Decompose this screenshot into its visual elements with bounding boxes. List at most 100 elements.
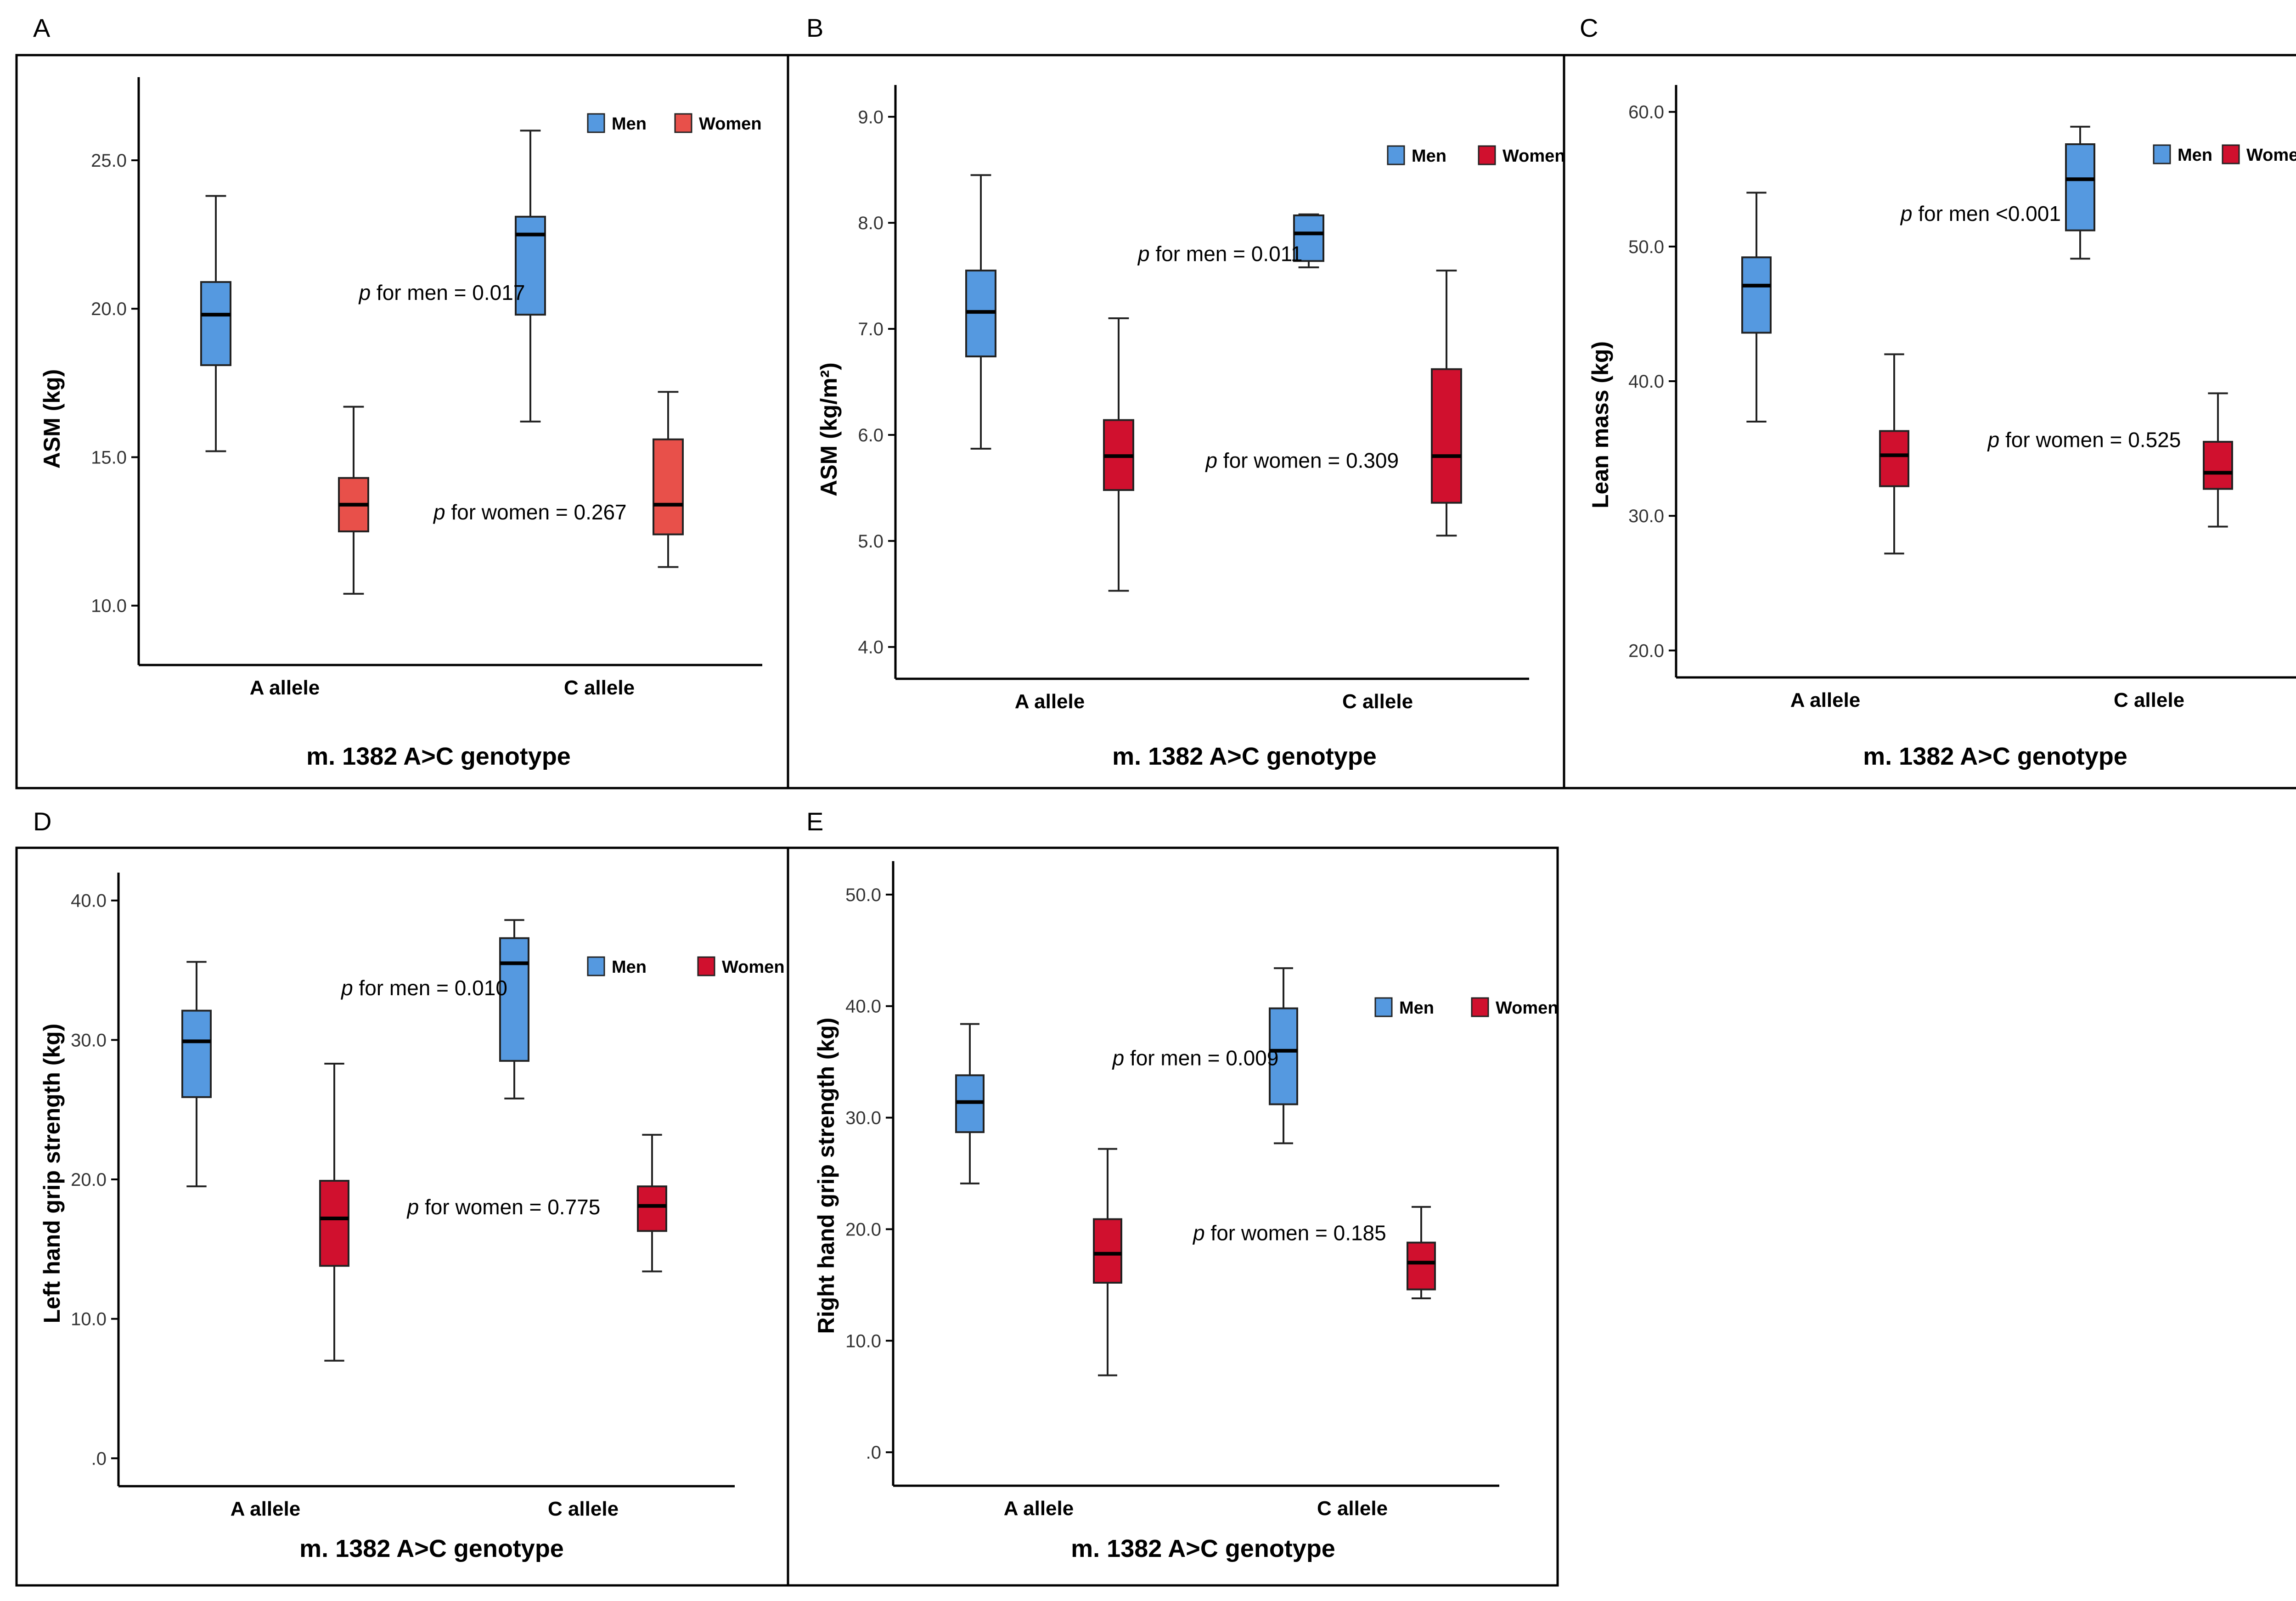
- chart-panel-a: A 10.0 15.0 20.0 25.0 A allele C allele m. 1382…: [33, 13, 762, 770]
- p-value-annotation: p for women = 0.525: [1987, 428, 2181, 452]
- p-value-annotation: p for women = 0.309: [1204, 449, 1399, 473]
- panel-letter: A: [33, 13, 51, 42]
- y-tick-label: 4.0: [858, 637, 884, 658]
- x-category-label: C allele: [1317, 1497, 1388, 1520]
- y-axis-title: Right hand grip strength (kg): [813, 1018, 839, 1334]
- iqr-box: [1431, 368, 1462, 504]
- iqr-box: [200, 281, 231, 366]
- panel-letter: E: [806, 807, 823, 836]
- x-category-label: A allele: [1004, 1497, 1074, 1520]
- iqr-box: [653, 438, 684, 536]
- y-tick-label: 6.0: [858, 425, 884, 445]
- legend-label-women: Women: [722, 958, 785, 977]
- y-tick-label: 20.0: [845, 1219, 881, 1240]
- legend-swatch-women: [674, 113, 692, 133]
- chart-panel-c: C 20.0 30.0 40.0 50.0 60.0 A allele C allele m. …: [1580, 13, 2296, 770]
- x-axis-title: m. 1382 A>C genotype: [1071, 1535, 1335, 1562]
- y-tick-label: 30.0: [1628, 506, 1664, 526]
- panel-letter: B: [806, 13, 823, 42]
- p-value-annotation: p for women = 0.775: [406, 1195, 601, 1219]
- boxplot-women-c-allele: [2203, 392, 2233, 528]
- y-tick-label: 7.0: [858, 319, 884, 339]
- iqr-box: [1293, 214, 1324, 262]
- y-axis-title: Lean mass (kg): [1587, 341, 1613, 508]
- p-value-annotation: p for men = 0.009: [1112, 1046, 1279, 1070]
- p-value-annotation: p for women = 0.185: [1192, 1221, 1386, 1245]
- p-symbol: p: [1192, 1221, 1205, 1245]
- legend-swatch-men: [2153, 144, 2171, 164]
- legend-swatch-men: [1387, 145, 1405, 165]
- legend-swatch-women: [1478, 145, 1496, 165]
- y-tick-label: .0: [866, 1443, 881, 1463]
- x-category-label: C allele: [548, 1498, 619, 1520]
- y-axis-title: ASM (kg/m²): [816, 362, 842, 496]
- y-tick-label: 25.0: [91, 151, 127, 171]
- boxplot-men-a-allele: [955, 1023, 985, 1184]
- iqr-box: [637, 1185, 667, 1232]
- iqr-box: [1407, 1241, 1436, 1291]
- iqr-box: [319, 1180, 349, 1267]
- p-symbol: p: [1900, 202, 1913, 225]
- boxplot-men-c-allele: [1293, 213, 1324, 269]
- p-value-text: for men <0.001: [1912, 202, 2060, 225]
- chart-panel-b: B 4.0 5.0 6.0 7.0 8.0 9.0 A allele C allele m. 13…: [806, 13, 1565, 770]
- legend-label-women: Women: [2246, 146, 2296, 165]
- boxplot-women-a-allele: [1103, 317, 1134, 592]
- legend-label-women: Women: [1503, 147, 1565, 166]
- p-symbol: p: [1987, 428, 2000, 452]
- iqr-box: [1879, 430, 1909, 487]
- iqr-box: [1093, 1218, 1122, 1284]
- legend-label-men: Men: [612, 958, 647, 977]
- panel-letter: D: [33, 807, 51, 836]
- x-category-label: A allele: [1790, 689, 1860, 711]
- p-symbol: p: [358, 281, 371, 304]
- p-value-annotation: p for men = 0.010: [340, 976, 507, 1000]
- y-tick-label: 60.0: [1628, 102, 1664, 123]
- boxplot-men-a-allele: [965, 174, 996, 450]
- y-tick-label: 30.0: [845, 1108, 881, 1128]
- x-category-label: A allele: [231, 1498, 300, 1520]
- boxplot-men-a-allele: [181, 961, 212, 1188]
- iqr-box: [1741, 256, 1772, 334]
- y-tick-label: 40.0: [1628, 372, 1664, 392]
- y-tick-label: .0: [91, 1449, 107, 1469]
- chart-panel-d: D .0 10.0 20.0 30.0 40.0 A allele C allele m. 13…: [33, 807, 785, 1562]
- legend-label-men: Men: [1412, 147, 1446, 166]
- boxplot-men-c-allele: [515, 130, 546, 423]
- panel-frame-e: [787, 846, 1559, 1587]
- x-category-label: A allele: [250, 676, 320, 699]
- legend-swatch-men: [1374, 997, 1393, 1017]
- p-value-text: for men = 0.011: [1150, 242, 1303, 265]
- x-category-label: C allele: [1342, 690, 1413, 713]
- p-symbol: p: [1112, 1046, 1125, 1070]
- legend-swatch-women: [1471, 997, 1489, 1017]
- panel-frame-a: [15, 54, 789, 789]
- p-symbol: p: [1137, 242, 1150, 265]
- p-value-text: for women = 0.309: [1217, 449, 1399, 473]
- legend-label-men: Men: [612, 114, 647, 134]
- legend-swatch-men: [587, 113, 605, 133]
- y-tick-label: 15.0: [91, 447, 127, 468]
- p-value-annotation: p for men = 0.017: [358, 281, 525, 304]
- p-value-text: for women = 0.775: [419, 1195, 600, 1219]
- boxplot-men-c-allele: [499, 919, 529, 1099]
- p-value-text: for women = 0.267: [445, 500, 627, 524]
- boxplot-women-c-allele: [653, 391, 684, 568]
- p-value-text: for women = 0.185: [1205, 1221, 1386, 1245]
- y-tick-label: 10.0: [71, 1309, 107, 1330]
- y-tick-label: 20.0: [71, 1170, 107, 1190]
- boxplot-women-c-allele: [637, 1133, 667, 1273]
- legend-swatch-women: [2222, 144, 2240, 164]
- boxplot-women-a-allele: [1879, 353, 1909, 555]
- y-tick-label: 40.0: [845, 997, 881, 1017]
- x-axis-title: m. 1382 A>C genotype: [1863, 743, 2127, 770]
- panel-frame-c: [1563, 54, 2296, 789]
- iqr-box: [1269, 1007, 1298, 1105]
- iqr-box: [2203, 440, 2233, 490]
- boxplot-men-c-allele: [2065, 125, 2095, 260]
- x-category-label: A allele: [1015, 690, 1085, 713]
- iqr-box: [181, 1009, 212, 1098]
- panel-letter: C: [1580, 13, 1598, 42]
- p-symbol: p: [1204, 449, 1217, 473]
